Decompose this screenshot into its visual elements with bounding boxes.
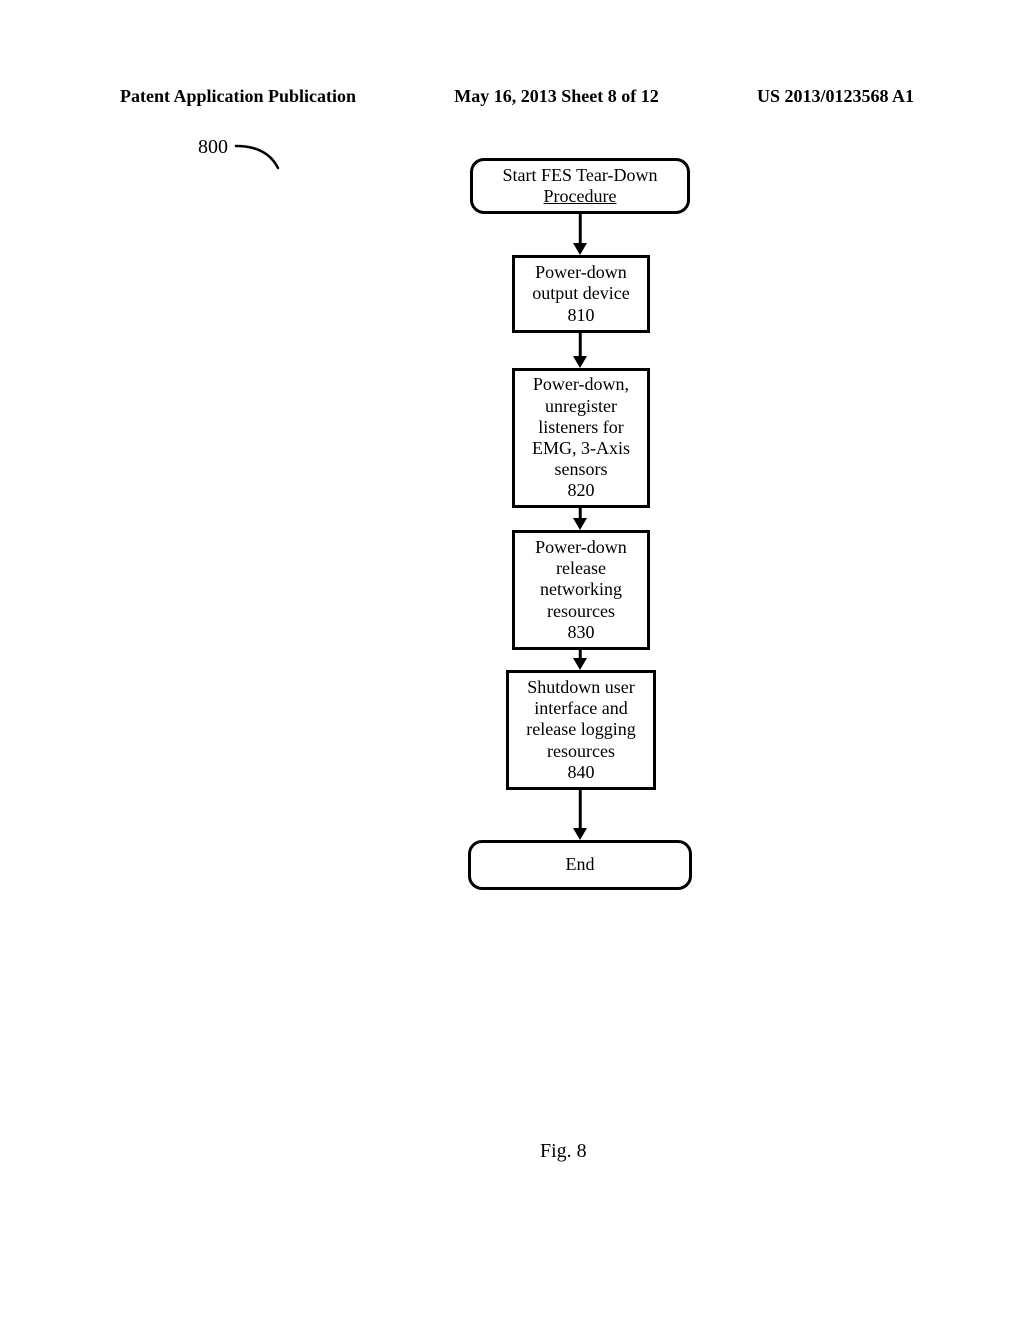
node-830-number: 830 — [568, 622, 595, 643]
header-center: May 16, 2013 Sheet 8 of 12 — [454, 86, 658, 107]
arrow-shaft — [579, 790, 582, 830]
node-820-line2: unregister — [545, 396, 617, 417]
figure-caption: Fig. 8 — [540, 1140, 587, 1163]
arrow-shaft — [579, 333, 582, 358]
node-840-line3: release logging — [526, 719, 635, 740]
arrow-head-icon — [573, 828, 587, 840]
node-810-number: 810 — [568, 305, 595, 326]
reference-lead-line — [234, 142, 284, 172]
arrow-head-icon — [573, 518, 587, 530]
header-left: Patent Application Publication — [120, 86, 356, 107]
node-start-line1: Start FES Tear-Down — [502, 165, 657, 186]
arrow-shaft — [579, 214, 582, 245]
node-830-line4: resources — [547, 601, 615, 622]
node-start-line2: Procedure — [544, 186, 617, 207]
edge-810-820 — [579, 333, 581, 368]
arrow-head-icon — [573, 243, 587, 255]
node-820-line5: sensors — [555, 459, 608, 480]
node-820-line4: EMG, 3-Axis — [532, 438, 630, 459]
edge-840-end — [579, 790, 581, 840]
arrow-head-icon — [573, 356, 587, 368]
node-810-line1: Power-down — [535, 262, 627, 283]
node-end-label: End — [566, 854, 595, 875]
node-step-840: Shutdown user interface and release logg… — [506, 670, 656, 790]
node-830-line2: release — [556, 558, 606, 579]
arrow-head-icon — [573, 658, 587, 670]
header-right: US 2013/0123568 A1 — [757, 86, 914, 107]
node-step-830: Power-down release networking resources … — [512, 530, 650, 650]
arrow-shaft — [579, 508, 582, 520]
node-820-line1: Power-down, — [533, 374, 629, 395]
page-header: Patent Application Publication May 16, 2… — [0, 86, 1024, 107]
node-830-line1: Power-down — [535, 537, 627, 558]
node-840-number: 840 — [568, 762, 595, 783]
node-820-line3: listeners for — [538, 417, 623, 438]
node-end: End — [468, 840, 692, 890]
node-840-line2: interface and — [534, 698, 627, 719]
node-820-number: 820 — [568, 480, 595, 501]
arrow-shaft — [579, 650, 582, 660]
node-start: Start FES Tear-Down Procedure — [470, 158, 690, 214]
reference-number: 800 — [198, 136, 228, 159]
edge-830-840 — [579, 650, 581, 670]
edge-start-810 — [579, 214, 581, 255]
node-840-line1: Shutdown user — [527, 677, 635, 698]
patent-page: { "header": { "left": "Patent Applicatio… — [0, 0, 1024, 1320]
edge-820-830 — [579, 508, 581, 530]
node-step-810: Power-down output device 810 — [512, 255, 650, 333]
node-step-820: Power-down, unregister listeners for EMG… — [512, 368, 650, 508]
node-810-line2: output device — [532, 283, 629, 304]
node-830-line3: networking — [540, 579, 622, 600]
lead-curve-path — [236, 146, 278, 168]
node-840-line4: resources — [547, 741, 615, 762]
